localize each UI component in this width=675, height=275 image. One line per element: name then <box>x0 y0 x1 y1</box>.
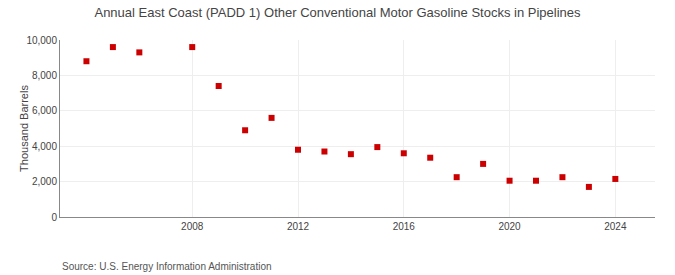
svg-text:2020: 2020 <box>498 221 521 232</box>
svg-text:4,000: 4,000 <box>32 141 57 152</box>
svg-text:8,000: 8,000 <box>32 70 57 81</box>
svg-text:Thousand Barrels: Thousand Barrels <box>18 85 30 172</box>
svg-text:Annual East Coast (PADD 1) Oth: Annual East Coast (PADD 1) Other Convent… <box>94 5 581 20</box>
svg-text:10,000: 10,000 <box>26 35 57 46</box>
svg-text:2016: 2016 <box>393 221 416 232</box>
svg-text:2024: 2024 <box>604 221 627 232</box>
svg-text:0: 0 <box>51 212 57 223</box>
svg-text:2012: 2012 <box>287 221 310 232</box>
svg-text:6,000: 6,000 <box>32 105 57 116</box>
svg-text:Source: U.S. Energy Informatio: Source: U.S. Energy Information Administ… <box>62 261 272 272</box>
svg-text:2008: 2008 <box>181 221 204 232</box>
svg-text:2,000: 2,000 <box>32 176 57 187</box>
